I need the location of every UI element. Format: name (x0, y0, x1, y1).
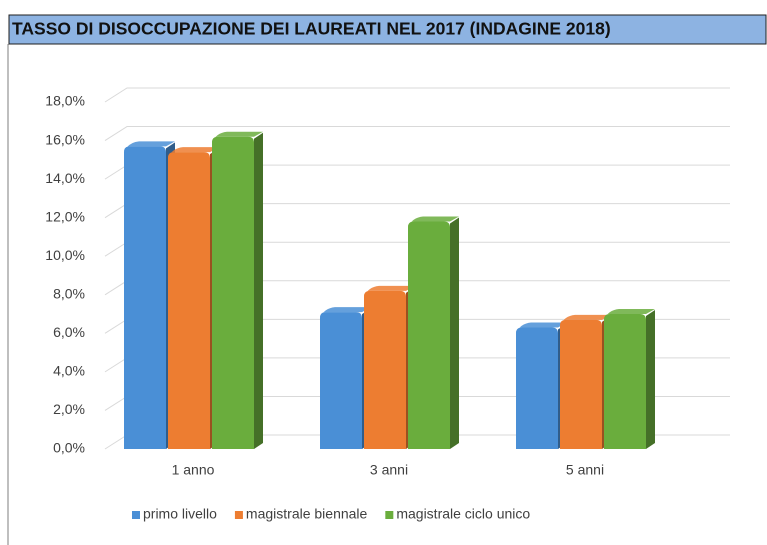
grid-line (104, 87, 730, 103)
x-tick-label: 1 anno (172, 462, 215, 478)
title-banner (8, 14, 767, 45)
bar-top (212, 131, 263, 143)
bar-top (320, 307, 371, 319)
bar (516, 327, 558, 449)
y-tick-label: 18,0% (45, 93, 85, 109)
bar-top (408, 216, 459, 228)
bar-side (450, 217, 459, 449)
bar-group (212, 131, 263, 449)
bar (212, 136, 254, 449)
bar-group (168, 147, 219, 449)
legend-label: magistrale ciclo unico (396, 506, 530, 522)
bar-side (254, 132, 263, 449)
y-tick-label: 10,0% (45, 247, 85, 263)
legend-label: magistrale biennale (246, 506, 368, 522)
bar-top (364, 285, 415, 297)
bar-group (560, 314, 611, 449)
y-tick-label: 0,0% (53, 440, 85, 456)
grid-line (104, 126, 730, 141)
bar (124, 146, 166, 450)
y-tick-label: 2,0% (53, 401, 85, 417)
bar (604, 314, 646, 449)
bar (364, 290, 406, 449)
bar-side (646, 310, 655, 449)
bar-top (560, 314, 611, 326)
legend-label: primo livello (143, 506, 217, 522)
bar (320, 312, 362, 449)
y-tick-label: 14,0% (45, 170, 85, 186)
bar (560, 319, 602, 449)
legend-swatch (234, 511, 243, 519)
y-tick-label: 8,0% (53, 285, 85, 301)
legend-swatch (132, 511, 140, 519)
bar-group (364, 285, 415, 449)
chart-title: TASSO DI DISOCCUPAZIONE DEI LAUREATI NEL… (12, 19, 611, 39)
legend-swatch (385, 511, 394, 519)
bar (408, 221, 450, 449)
bar (168, 152, 210, 449)
x-tick-label: 5 anni (566, 462, 604, 478)
bar-top (604, 309, 655, 321)
bar-top (124, 141, 175, 153)
bar-top (516, 322, 567, 334)
y-tick-label: 12,0% (45, 208, 85, 224)
y-tick-label: 6,0% (53, 324, 85, 340)
x-tick-label: 3 anni (370, 462, 408, 478)
bar-group (124, 141, 175, 450)
bar-group (320, 307, 371, 449)
bar-group (516, 322, 567, 449)
bar-group (408, 216, 459, 449)
y-tick-label: 4,0% (53, 363, 85, 379)
bar-group (604, 309, 655, 449)
bar-top (168, 147, 219, 159)
y-tick-label: 16,0% (45, 131, 85, 147)
